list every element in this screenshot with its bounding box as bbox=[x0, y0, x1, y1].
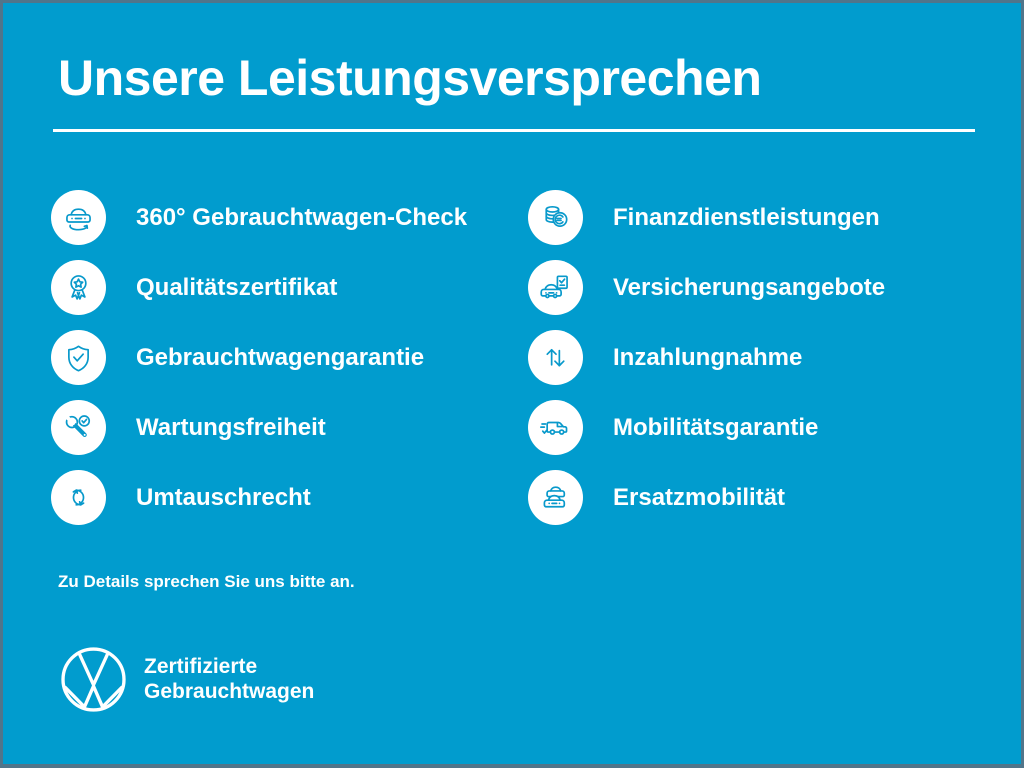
details-note: Zu Details sprechen Sie uns bitte an. bbox=[58, 572, 355, 591]
two-cars-icon bbox=[528, 470, 583, 525]
van-speed-icon bbox=[528, 400, 583, 455]
brand-text: Zertifizierte Gebrauchtwagen bbox=[144, 655, 314, 703]
wrench-check-icon bbox=[51, 400, 106, 455]
item-label: Ersatzmobilität bbox=[613, 483, 786, 511]
brand-block: Zertifizierte Gebrauchtwagen bbox=[60, 646, 314, 713]
list-item: Ersatzmobilität bbox=[528, 470, 785, 525]
title-divider bbox=[53, 129, 975, 132]
vw-logo-icon bbox=[61, 647, 126, 712]
item-label: Qualitätszertifikat bbox=[136, 273, 338, 301]
list-item: Versicherungsangebote bbox=[528, 260, 885, 315]
item-label: Gebrauchtwagengarantie bbox=[136, 343, 425, 371]
quality-certificate-icon bbox=[51, 260, 106, 315]
item-label: Inzahlungnahme bbox=[613, 343, 803, 371]
list-item: Inzahlungnahme bbox=[528, 330, 802, 385]
page-title: Unsere Leistungsversprechen bbox=[58, 50, 762, 106]
list-item: Wartungsfreiheit bbox=[51, 400, 326, 455]
up-down-arrows-icon bbox=[528, 330, 583, 385]
item-label: Versicherungsangebote bbox=[613, 273, 886, 301]
brand-line1: Zertifizierte bbox=[144, 655, 258, 679]
list-item: Umtauschrecht bbox=[51, 470, 311, 525]
item-label: Finanzdienstleistungen bbox=[613, 203, 880, 231]
list-item: 360° Gebrauchtwagen-Check bbox=[51, 190, 467, 245]
list-item: Mobilitätsgarantie bbox=[528, 400, 818, 455]
item-label: Wartungsfreiheit bbox=[136, 413, 326, 441]
shield-check-icon bbox=[51, 330, 106, 385]
brand-line2: Gebrauchtwagen bbox=[144, 679, 315, 703]
item-label: 360° Gebrauchtwagen-Check bbox=[136, 203, 468, 231]
item-label: Umtauschrecht bbox=[136, 483, 311, 511]
exchange-arrows-icon bbox=[51, 470, 106, 525]
car-checklist-icon bbox=[528, 260, 583, 315]
list-item: Gebrauchtwagengarantie bbox=[51, 330, 424, 385]
item-label: Mobilitätsgarantie bbox=[613, 413, 819, 441]
list-item: Qualitätszertifikat bbox=[51, 260, 337, 315]
car-360-icon bbox=[51, 190, 106, 245]
list-item: Finanzdienstleistungen bbox=[528, 190, 880, 245]
coins-euro-icon bbox=[528, 190, 583, 245]
